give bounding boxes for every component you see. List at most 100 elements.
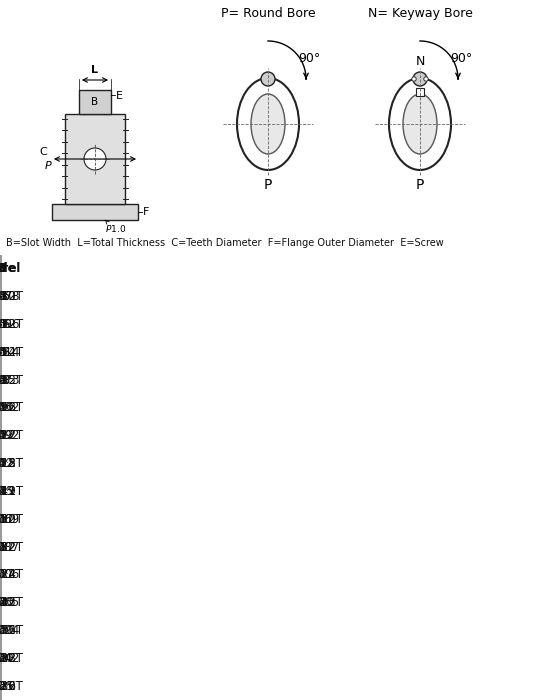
- Text: 11: 11: [0, 540, 8, 554]
- Text: 11: 11: [0, 429, 8, 442]
- Text: 38: 38: [0, 540, 8, 554]
- Text: 14. 78: 14. 78: [0, 290, 19, 303]
- Text: 40. 24: 40. 24: [0, 624, 19, 637]
- Text: 25: 25: [0, 346, 8, 359]
- Text: 48: 48: [0, 652, 8, 665]
- Text: 5-6: 5-6: [0, 318, 11, 331]
- Text: S5M14T: S5M14T: [0, 346, 24, 359]
- Text: B: B: [91, 97, 99, 107]
- Text: 29: 29: [0, 402, 8, 414]
- Text: Model: Model: [0, 262, 21, 275]
- Text: 11: 11: [0, 290, 8, 303]
- Text: M4*2: M4*2: [0, 318, 16, 331]
- Text: 15: 15: [0, 318, 8, 331]
- Text: 15: 15: [0, 485, 8, 498]
- Text: M4*2: M4*2: [0, 346, 16, 359]
- Text: M5*2: M5*2: [0, 680, 16, 692]
- Text: 33. 87: 33. 87: [0, 540, 19, 554]
- Ellipse shape: [251, 94, 285, 154]
- Text: N: N: [416, 55, 424, 68]
- Text: 11: 11: [0, 680, 8, 692]
- Text: M5*2: M5*2: [0, 624, 16, 637]
- Text: 15: 15: [0, 596, 8, 609]
- Text: 5-8: 5-8: [0, 346, 10, 359]
- Text: L: L: [91, 65, 99, 75]
- Ellipse shape: [389, 78, 451, 170]
- Bar: [52, 204, 138, 220]
- Text: 11: 11: [0, 624, 8, 637]
- Text: 46. 6: 46. 6: [0, 680, 16, 692]
- Text: Bore: Bore: [0, 262, 17, 275]
- Text: 25. 92: 25. 92: [0, 429, 19, 442]
- Text: M4*2: M4*2: [0, 290, 16, 303]
- Text: M5*2: M5*2: [0, 512, 16, 526]
- Text: S5M22T: S5M22T: [0, 540, 24, 554]
- Text: 5-8: 5-8: [0, 374, 10, 386]
- Text: M5*2: M5*2: [0, 485, 16, 498]
- Ellipse shape: [403, 94, 437, 154]
- Text: 90°: 90°: [450, 52, 472, 64]
- Text: 18: 18: [0, 290, 8, 303]
- Circle shape: [261, 72, 275, 86]
- Text: 15: 15: [0, 402, 8, 414]
- Text: 5-17: 5-17: [0, 512, 14, 526]
- Circle shape: [412, 77, 416, 81]
- Text: 15: 15: [0, 346, 8, 359]
- Text: M4*2: M4*2: [0, 429, 16, 442]
- Text: 15: 15: [0, 429, 8, 442]
- Circle shape: [424, 77, 428, 81]
- Text: S5M26T: S5M26T: [0, 624, 24, 637]
- Text: 8-20: 8-20: [0, 652, 14, 665]
- Text: B: B: [0, 262, 5, 275]
- Text: 15: 15: [0, 374, 8, 386]
- Text: 42: 42: [0, 568, 8, 581]
- Text: 22. 73: 22. 73: [0, 374, 19, 386]
- Bar: [416, 88, 424, 96]
- Circle shape: [84, 148, 106, 170]
- Text: 35: 35: [0, 512, 8, 526]
- Text: N= Keyway Bore: N= Keyway Bore: [367, 7, 473, 20]
- Text: F: F: [143, 207, 150, 217]
- Text: 8-20: 8-20: [0, 624, 14, 637]
- Text: E: E: [116, 91, 123, 101]
- Text: 5-15: 5-15: [0, 485, 14, 498]
- Text: C: C: [0, 262, 5, 275]
- Text: S5M16T: S5M16T: [0, 402, 24, 414]
- Text: L: L: [0, 262, 4, 275]
- Text: S5M24T: S5M24T: [0, 568, 24, 581]
- Text: S5M25T: S5M25T: [0, 596, 24, 609]
- Text: 11: 11: [0, 485, 8, 498]
- Text: M5*2: M5*2: [0, 596, 16, 609]
- Text: 6-20: 6-20: [0, 596, 14, 609]
- Text: 11: 11: [0, 346, 8, 359]
- Text: 15: 15: [0, 540, 8, 554]
- Text: 90°: 90°: [298, 52, 320, 64]
- Text: 11: 11: [0, 374, 8, 386]
- Text: 17. 96: 17. 96: [0, 318, 19, 331]
- Text: B=Slot Width  L=Total Thickness  C=Teeth Diameter  F=Flange Outer Diameter  E=Sc: B=Slot Width L=Total Thickness C=Teeth D…: [6, 239, 444, 248]
- Text: 15: 15: [0, 512, 8, 526]
- Text: S5M28T: S5M28T: [0, 652, 24, 665]
- Text: S5M12T: S5M12T: [0, 318, 24, 331]
- Text: 5-12: 5-12: [0, 429, 14, 442]
- Text: 23: 23: [0, 318, 8, 331]
- Text: 32: 32: [0, 457, 8, 470]
- Bar: [79, 90, 111, 114]
- Text: 11: 11: [0, 652, 8, 665]
- Text: S5M10T: S5M10T: [0, 290, 24, 303]
- Text: 32: 32: [0, 429, 8, 442]
- Text: 11: 11: [0, 318, 8, 331]
- Text: 52: 52: [0, 680, 8, 692]
- Text: P: P: [416, 178, 424, 192]
- Text: 29. 1: 29. 1: [0, 485, 16, 498]
- Text: 5-10: 5-10: [0, 402, 14, 414]
- Text: 5-6: 5-6: [0, 290, 11, 303]
- Text: 28: 28: [0, 374, 8, 386]
- Text: S5M30T: S5M30T: [0, 680, 24, 692]
- Text: 11: 11: [0, 457, 8, 470]
- Text: 24. 32: 24. 32: [0, 402, 19, 414]
- Text: 15: 15: [0, 680, 8, 692]
- Text: 45: 45: [0, 624, 8, 637]
- Ellipse shape: [237, 78, 299, 170]
- Text: 30. 69: 30. 69: [0, 512, 19, 526]
